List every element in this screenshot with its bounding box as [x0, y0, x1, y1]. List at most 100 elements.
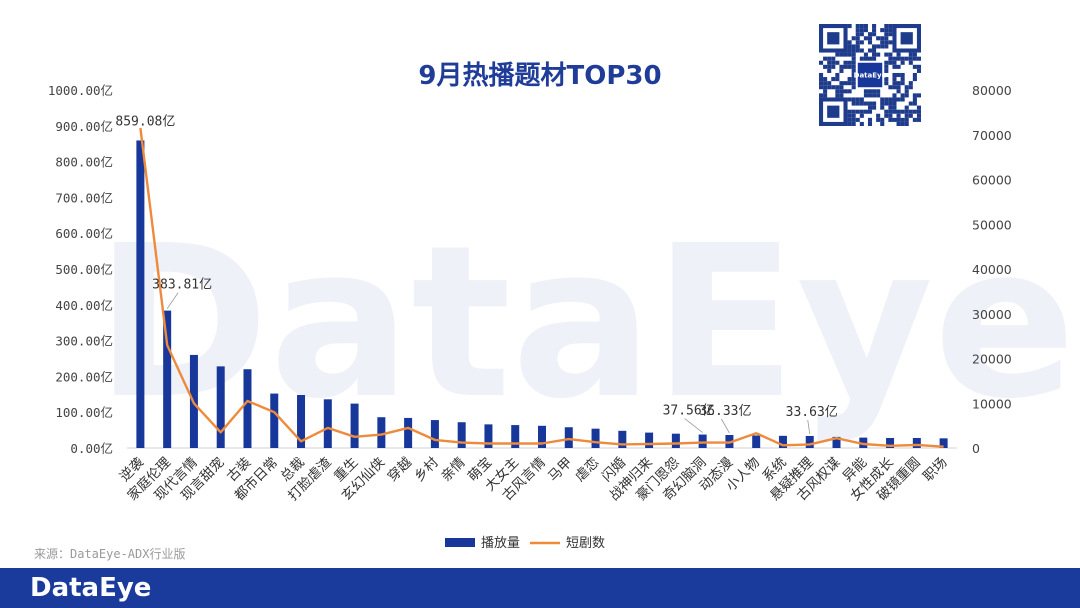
qr-module	[892, 64, 897, 69]
qr-module	[827, 60, 832, 65]
qr-module	[859, 56, 864, 61]
qr-module	[900, 72, 905, 78]
qr-module	[888, 105, 893, 110]
qr-module	[892, 93, 897, 98]
qr-module	[851, 97, 856, 102]
qr-module	[851, 117, 856, 122]
qr-module	[823, 93, 828, 98]
qr-module	[872, 56, 877, 61]
footer-bar	[0, 568, 1080, 608]
qr-module	[896, 117, 901, 122]
qr-module	[872, 28, 877, 33]
qr-module	[892, 101, 897, 106]
qr-module	[867, 48, 873, 53]
qr-module	[847, 48, 852, 53]
qr-module	[851, 109, 856, 114]
qr-module	[876, 113, 881, 118]
qr-module	[855, 97, 860, 102]
qr-module	[872, 52, 877, 57]
qr-module	[916, 56, 921, 61]
qr-module	[831, 60, 836, 65]
qr-module	[908, 109, 913, 114]
qr-module	[908, 101, 913, 106]
qr-module	[847, 97, 852, 102]
qr-module	[867, 105, 873, 110]
qr-module	[843, 60, 848, 65]
qr-module	[880, 105, 885, 110]
qr-module	[831, 64, 836, 69]
data-label: 859.08亿	[115, 114, 175, 129]
bar	[163, 310, 172, 448]
qr-module	[904, 117, 909, 122]
qr-module	[884, 24, 889, 29]
qr-module	[859, 28, 864, 33]
qr-module	[867, 93, 873, 98]
y2-tick-label: 50000	[972, 217, 1012, 232]
qr-module	[896, 64, 901, 69]
y-axis-left: 1000.00亿 900.00亿 800.00亿 700.00亿 600.00亿 500.…	[48, 83, 113, 456]
qr-module	[847, 52, 852, 57]
qr-module	[904, 113, 909, 118]
qr-module	[827, 85, 832, 90]
data-label: 36.33亿	[699, 404, 751, 419]
qr-module	[904, 105, 909, 110]
y-tick-label: 700.00亿	[55, 190, 113, 205]
qr-module	[827, 68, 832, 73]
qr-module	[835, 77, 840, 82]
qr-module	[912, 97, 917, 102]
qr-module	[896, 52, 901, 57]
qr-module	[884, 113, 889, 118]
legend-label-bar: 播放量	[481, 536, 520, 551]
qr-module	[900, 56, 905, 61]
qr-module	[843, 64, 848, 69]
qr-module	[908, 113, 913, 118]
qr-module	[912, 64, 917, 69]
qr-module	[888, 32, 893, 37]
qr-module	[888, 117, 893, 122]
qr-module	[831, 85, 836, 90]
data-label-leader	[166, 292, 179, 309]
qr-module	[900, 77, 905, 82]
qr-module	[867, 109, 873, 114]
qr-module	[896, 113, 901, 118]
bar	[350, 403, 359, 448]
y2-tick-label: 0	[972, 441, 980, 456]
qr-module	[916, 113, 921, 118]
qr-module	[912, 56, 917, 61]
qr-module	[843, 81, 848, 86]
qr-module	[851, 85, 856, 90]
qr-module	[851, 60, 856, 65]
qr-module	[847, 117, 852, 122]
qr-module	[863, 28, 868, 33]
x-tick-label: 亲情	[438, 455, 468, 485]
qr-module	[855, 24, 860, 29]
qr-module	[823, 89, 828, 94]
y2-tick-label: 80000	[972, 83, 1012, 98]
qr-module	[855, 117, 860, 122]
qr-module	[827, 64, 832, 69]
qr-module	[819, 81, 824, 86]
qr-module	[835, 60, 840, 65]
qr-module	[855, 48, 860, 53]
qr-module	[851, 44, 856, 49]
bar	[886, 437, 895, 448]
bar	[912, 437, 921, 448]
qr-module	[831, 77, 836, 82]
qr-module	[859, 40, 864, 45]
qr-module	[896, 85, 901, 90]
qr-module	[892, 85, 897, 90]
qr-module	[888, 52, 893, 57]
qr-module	[847, 109, 852, 114]
qr-module	[851, 72, 856, 78]
qr-module	[863, 101, 868, 106]
qr-module	[847, 81, 852, 86]
qr-module	[904, 109, 909, 114]
qr-module	[835, 52, 840, 57]
bar	[457, 422, 466, 448]
qr-module	[900, 93, 905, 98]
bar	[939, 438, 948, 448]
x-tick-label: 虐恋	[571, 454, 602, 485]
qr-module	[863, 93, 868, 98]
qr-finder-dot	[827, 32, 840, 45]
qr-module	[859, 121, 864, 126]
